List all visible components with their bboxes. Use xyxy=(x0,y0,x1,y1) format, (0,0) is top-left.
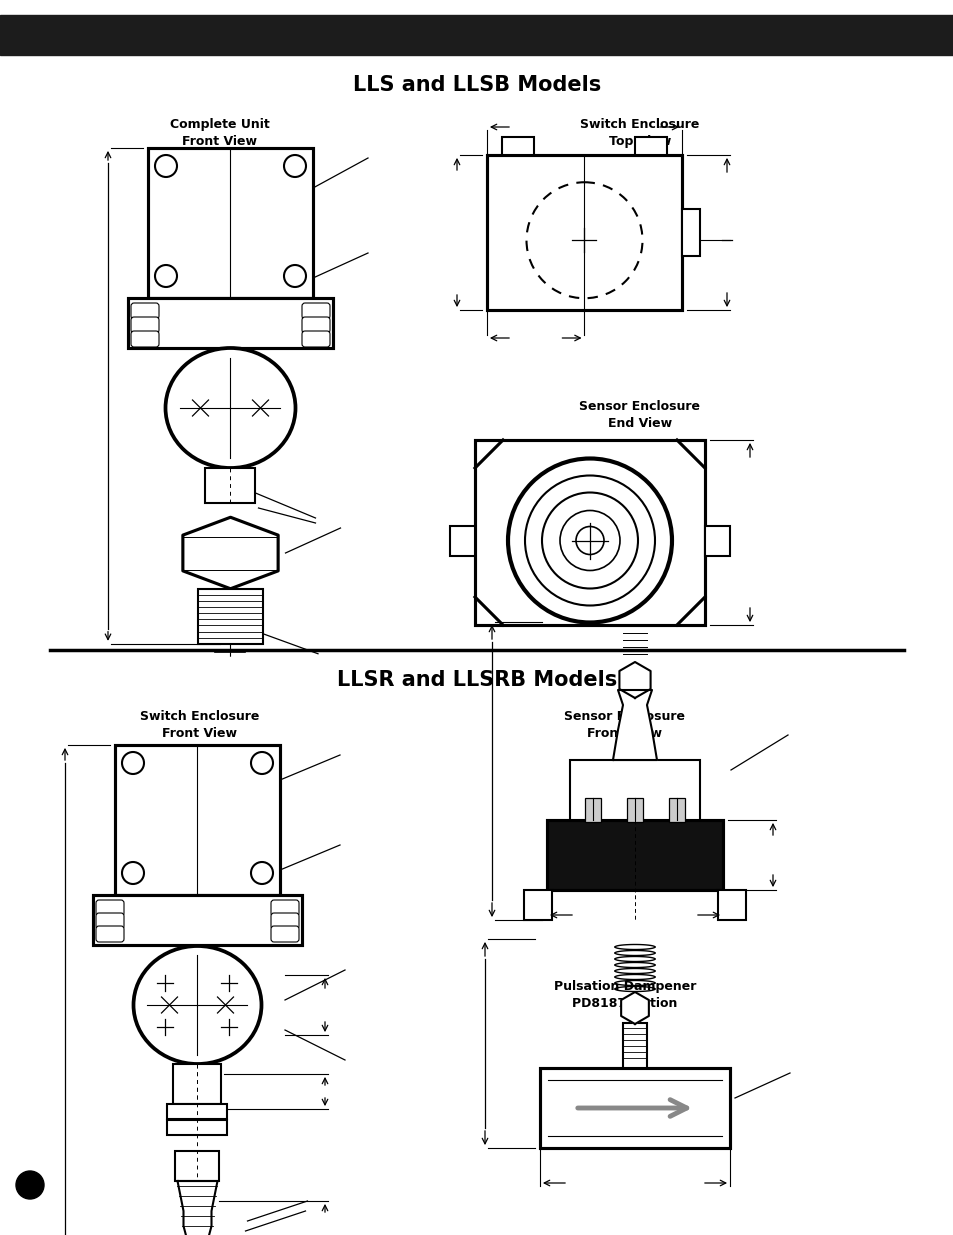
Circle shape xyxy=(524,475,655,605)
FancyBboxPatch shape xyxy=(271,900,298,916)
Circle shape xyxy=(154,266,177,287)
Bar xyxy=(681,209,700,256)
Bar xyxy=(718,890,745,920)
FancyBboxPatch shape xyxy=(96,913,124,929)
Text: Sensor Enclosure
Front View: Sensor Enclosure Front View xyxy=(564,710,685,740)
Ellipse shape xyxy=(165,348,295,468)
FancyBboxPatch shape xyxy=(302,317,330,333)
Circle shape xyxy=(154,156,177,177)
Circle shape xyxy=(284,266,306,287)
Ellipse shape xyxy=(133,946,261,1065)
FancyBboxPatch shape xyxy=(131,303,159,319)
Circle shape xyxy=(507,458,671,622)
FancyBboxPatch shape xyxy=(131,317,159,333)
Circle shape xyxy=(251,862,273,884)
FancyBboxPatch shape xyxy=(96,926,124,942)
Bar xyxy=(148,148,313,298)
Circle shape xyxy=(559,510,619,571)
Circle shape xyxy=(576,526,603,555)
FancyBboxPatch shape xyxy=(271,926,298,942)
Bar xyxy=(546,820,722,890)
Bar xyxy=(205,468,255,503)
Bar xyxy=(92,895,302,945)
FancyBboxPatch shape xyxy=(271,913,298,929)
Bar xyxy=(486,156,681,310)
Bar xyxy=(168,1120,227,1135)
Text: LLS and LLSB Models: LLS and LLSB Models xyxy=(353,75,600,95)
Text: Sensor Enclosure
End View: Sensor Enclosure End View xyxy=(578,400,700,430)
FancyBboxPatch shape xyxy=(96,900,124,916)
Bar xyxy=(175,1151,219,1181)
Polygon shape xyxy=(613,690,657,760)
Circle shape xyxy=(526,183,641,298)
Text: LLSR and LLSRB Models: LLSR and LLSRB Models xyxy=(336,671,617,690)
Text: Switch Enclosure
Front View: Switch Enclosure Front View xyxy=(140,710,259,740)
Bar xyxy=(128,298,333,348)
Bar xyxy=(173,1065,221,1104)
Bar xyxy=(539,1068,729,1149)
Text: Complete Unit
Front View: Complete Unit Front View xyxy=(170,119,270,148)
FancyBboxPatch shape xyxy=(302,303,330,319)
Circle shape xyxy=(122,862,144,884)
Bar xyxy=(622,1023,646,1068)
Circle shape xyxy=(122,752,144,774)
Bar xyxy=(704,526,729,556)
Text: Switch Enclosure
Top View: Switch Enclosure Top View xyxy=(579,119,699,148)
Bar xyxy=(584,798,600,823)
Circle shape xyxy=(16,1171,44,1199)
Bar xyxy=(501,137,534,156)
Circle shape xyxy=(251,752,273,774)
FancyBboxPatch shape xyxy=(131,331,159,347)
FancyBboxPatch shape xyxy=(302,331,330,347)
Bar xyxy=(523,890,552,920)
Circle shape xyxy=(284,156,306,177)
Polygon shape xyxy=(620,992,648,1024)
Bar xyxy=(668,798,684,823)
Bar xyxy=(569,760,700,820)
Bar xyxy=(168,1104,227,1119)
Bar xyxy=(450,526,475,556)
Polygon shape xyxy=(177,1181,217,1235)
Bar xyxy=(635,137,666,156)
Text: Pulsation Dampener
PD8187 Option: Pulsation Dampener PD8187 Option xyxy=(554,981,696,1010)
Bar xyxy=(198,589,263,643)
Circle shape xyxy=(541,493,638,589)
Bar xyxy=(0,15,953,56)
Bar xyxy=(626,798,642,823)
Bar xyxy=(115,745,280,895)
Polygon shape xyxy=(183,517,278,589)
Polygon shape xyxy=(618,662,650,698)
Bar xyxy=(475,440,704,625)
